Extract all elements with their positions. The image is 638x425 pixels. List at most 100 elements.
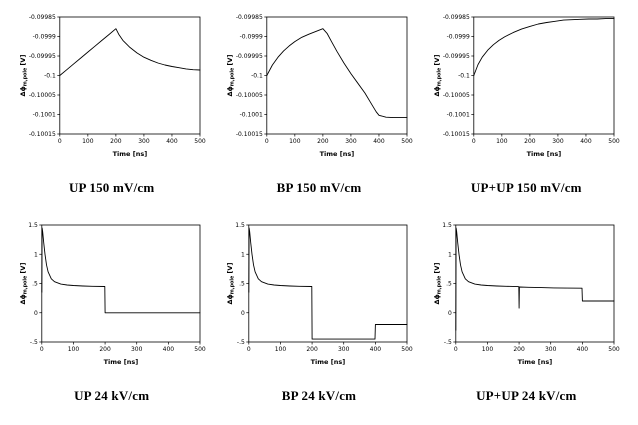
x-axis-label: Time [ns] [527, 150, 562, 158]
x-tick-label: 300 [553, 138, 565, 145]
chart-figure-2: 0 100 200 300 400 500 -0.09985 -0.0999 -0.09995 -… [215, 10, 422, 196]
y-axis-label: Δϕm,pole [V] [19, 263, 29, 305]
x-tick-label: 200 [99, 346, 111, 353]
data-series-line [41, 227, 201, 314]
x-tick-label: 0 [247, 346, 251, 353]
data-series-line [266, 28, 408, 119]
y-axis-label: Δϕm,pole [V] [433, 55, 443, 97]
y-tick-label: -0.1 [458, 73, 470, 80]
x-tick-label: 500 [609, 138, 621, 145]
y-tick-label: 1.5 [235, 222, 245, 229]
chart-caption: BP 150 mV/cm [276, 180, 362, 195]
y-tick-label: -0.1 [44, 73, 56, 80]
data-series-line [455, 227, 615, 331]
chart-figure-4: 0 100 200 300 400 500 1.5 1.5 0 -.5 Time [ns] Δϕm,p… [8, 218, 215, 404]
y-tick-label: -0.1001 [447, 112, 470, 119]
x-tick-label: 200 [317, 138, 329, 145]
x-tick-label: 400 [166, 138, 178, 145]
y-tick-label: -0.10005 [28, 92, 55, 99]
x-tick-label: 400 [370, 346, 382, 353]
plot-frame [59, 16, 201, 135]
y-tick-label: -0.10005 [236, 92, 263, 99]
y-tick-label: -0.0999 [447, 34, 470, 41]
y-axis-label: Δϕm,pole [V] [433, 263, 443, 305]
chart-caption: UP 150 mV/cm [68, 180, 155, 195]
x-axis-label: Time [ns] [311, 358, 346, 366]
chart-figure-5: 0 100 200 300 400 500 1.5 1.5 0 -.5 Time [ns] Δϕm,p… [215, 218, 422, 404]
x-tick-label: 100 [275, 346, 287, 353]
y-axis-label: Δϕm,pole [V] [226, 263, 236, 305]
y-axis-label: Δϕm,pole [V] [226, 55, 236, 97]
y-tick-label: -0.1001 [240, 112, 263, 119]
y-tick-label: -0.1 [251, 73, 263, 80]
y-tick-label: 1 [241, 251, 245, 258]
x-tick-label: 0 [58, 138, 62, 145]
plot-frame [266, 16, 408, 135]
chart-caption: UP 24 kV/cm [74, 388, 150, 403]
chart-canvas: 0 100 200 300 400 500 -0.09985 -0.0999 -0.09995 -… [19, 14, 206, 158]
plot-frame [455, 224, 615, 343]
y-tick-label: -.5 [237, 339, 245, 346]
x-tick-label: 0 [265, 138, 269, 145]
x-tick-label: 100 [67, 346, 79, 353]
chart-figure-3: 0 100 200 300 400 500 -0.09985 -0.0999 -0.09995 -… [423, 10, 630, 196]
y-tick-label: -0.10005 [443, 92, 470, 99]
x-axis-label: Time [ns] [320, 150, 355, 158]
x-tick-label: 200 [514, 346, 526, 353]
x-tick-label: 400 [162, 346, 174, 353]
data-series-line [248, 227, 408, 340]
x-tick-label: 400 [581, 138, 593, 145]
y-tick-label: -0.09985 [236, 14, 263, 21]
data-series-line [59, 28, 201, 76]
figure-grid: 0 100 200 300 400 500 -0.09985 -0.0999 -0.09995-… [8, 10, 630, 404]
chart-canvas: 0 100 200 300 400 500 -0.09985 -0.0999 -0.09995 -… [226, 14, 413, 158]
x-tick-label: 300 [345, 138, 357, 145]
y-tick-label: 1.5 [28, 222, 38, 229]
y-tick-label: .5 [32, 281, 38, 288]
y-tick-label: -0.10015 [443, 131, 470, 138]
y-tick-label: 1 [34, 251, 38, 258]
chart-caption: BP 24 kV/cm [281, 388, 357, 403]
y-tick-label: 1.5 [443, 222, 453, 229]
x-tick-label: 0 [454, 346, 458, 353]
x-tick-label: 500 [401, 138, 413, 145]
x-tick-label: 500 [194, 138, 206, 145]
chart-caption: UP+UP 24 kV/cm [476, 388, 577, 403]
x-tick-label: 0 [40, 346, 44, 353]
y-axis-label: Δϕm,pole [V] [19, 55, 29, 97]
y-tick-label: -0.09995 [236, 53, 263, 60]
y-tick-label: -0.0999 [32, 34, 55, 41]
y-tick-label: .5 [446, 281, 452, 288]
x-tick-label: 200 [524, 138, 536, 145]
x-axis-label: Time [ns] [103, 358, 138, 366]
x-tick-label: 300 [338, 346, 350, 353]
x-tick-label: 300 [131, 346, 143, 353]
plot-frame [41, 224, 201, 343]
x-tick-label: 100 [289, 138, 301, 145]
y-tick-label: -0.10015 [236, 131, 263, 138]
y-tick-label: .5 [239, 281, 245, 288]
y-tick-label: 0 [448, 310, 452, 317]
y-tick-label: -0.09985 [443, 14, 470, 21]
x-tick-label: 100 [82, 138, 94, 145]
chart-canvas: 0 100 200 300 400 500 -0.09985 -0.0999 -0.09995 -… [433, 14, 621, 158]
x-tick-label: 500 [401, 346, 413, 353]
y-tick-label: 0 [34, 310, 38, 317]
x-tick-label: 300 [545, 346, 557, 353]
x-tick-label: 500 [194, 346, 206, 353]
x-axis-label: Time [ns] [518, 358, 553, 366]
y-tick-label: -.5 [444, 339, 452, 346]
chart-figure-6: 0 100 200 300 400 500 1.5 1.5 0 -.5 Time [ns] Δϕm,p… [423, 218, 630, 404]
x-tick-label: 100 [482, 346, 494, 353]
x-tick-label: 400 [373, 138, 385, 145]
y-tick-label: -0.10015 [28, 131, 55, 138]
y-tick-label: -0.0999 [240, 34, 263, 41]
x-tick-label: 400 [577, 346, 589, 353]
y-tick-label: 1 [448, 251, 452, 258]
x-tick-label: 200 [110, 138, 122, 145]
y-tick-label: -0.09985 [28, 14, 55, 21]
y-tick-label: -.5 [30, 339, 38, 346]
chart-caption: UP+UP 150 mV/cm [470, 180, 582, 195]
